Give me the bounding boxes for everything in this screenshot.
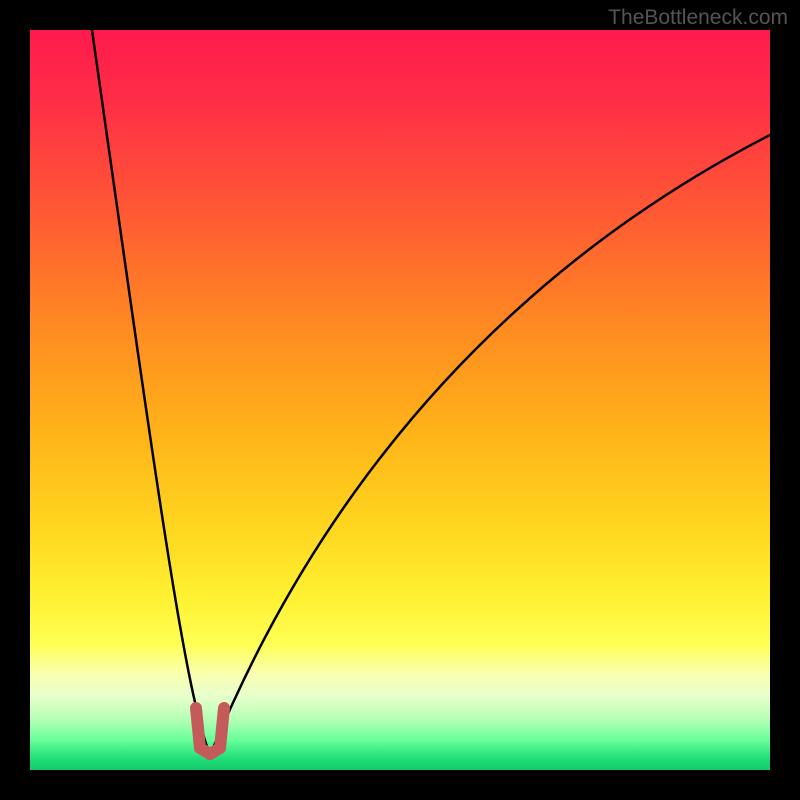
- chart-container: { "watermark": { "text": "TheBottleneck.…: [0, 0, 800, 800]
- watermark-text: TheBottleneck.com: [608, 6, 788, 30]
- plot-area: [30, 30, 770, 770]
- gradient-background: [30, 30, 770, 770]
- bottleneck-curve-chart: [0, 0, 800, 800]
